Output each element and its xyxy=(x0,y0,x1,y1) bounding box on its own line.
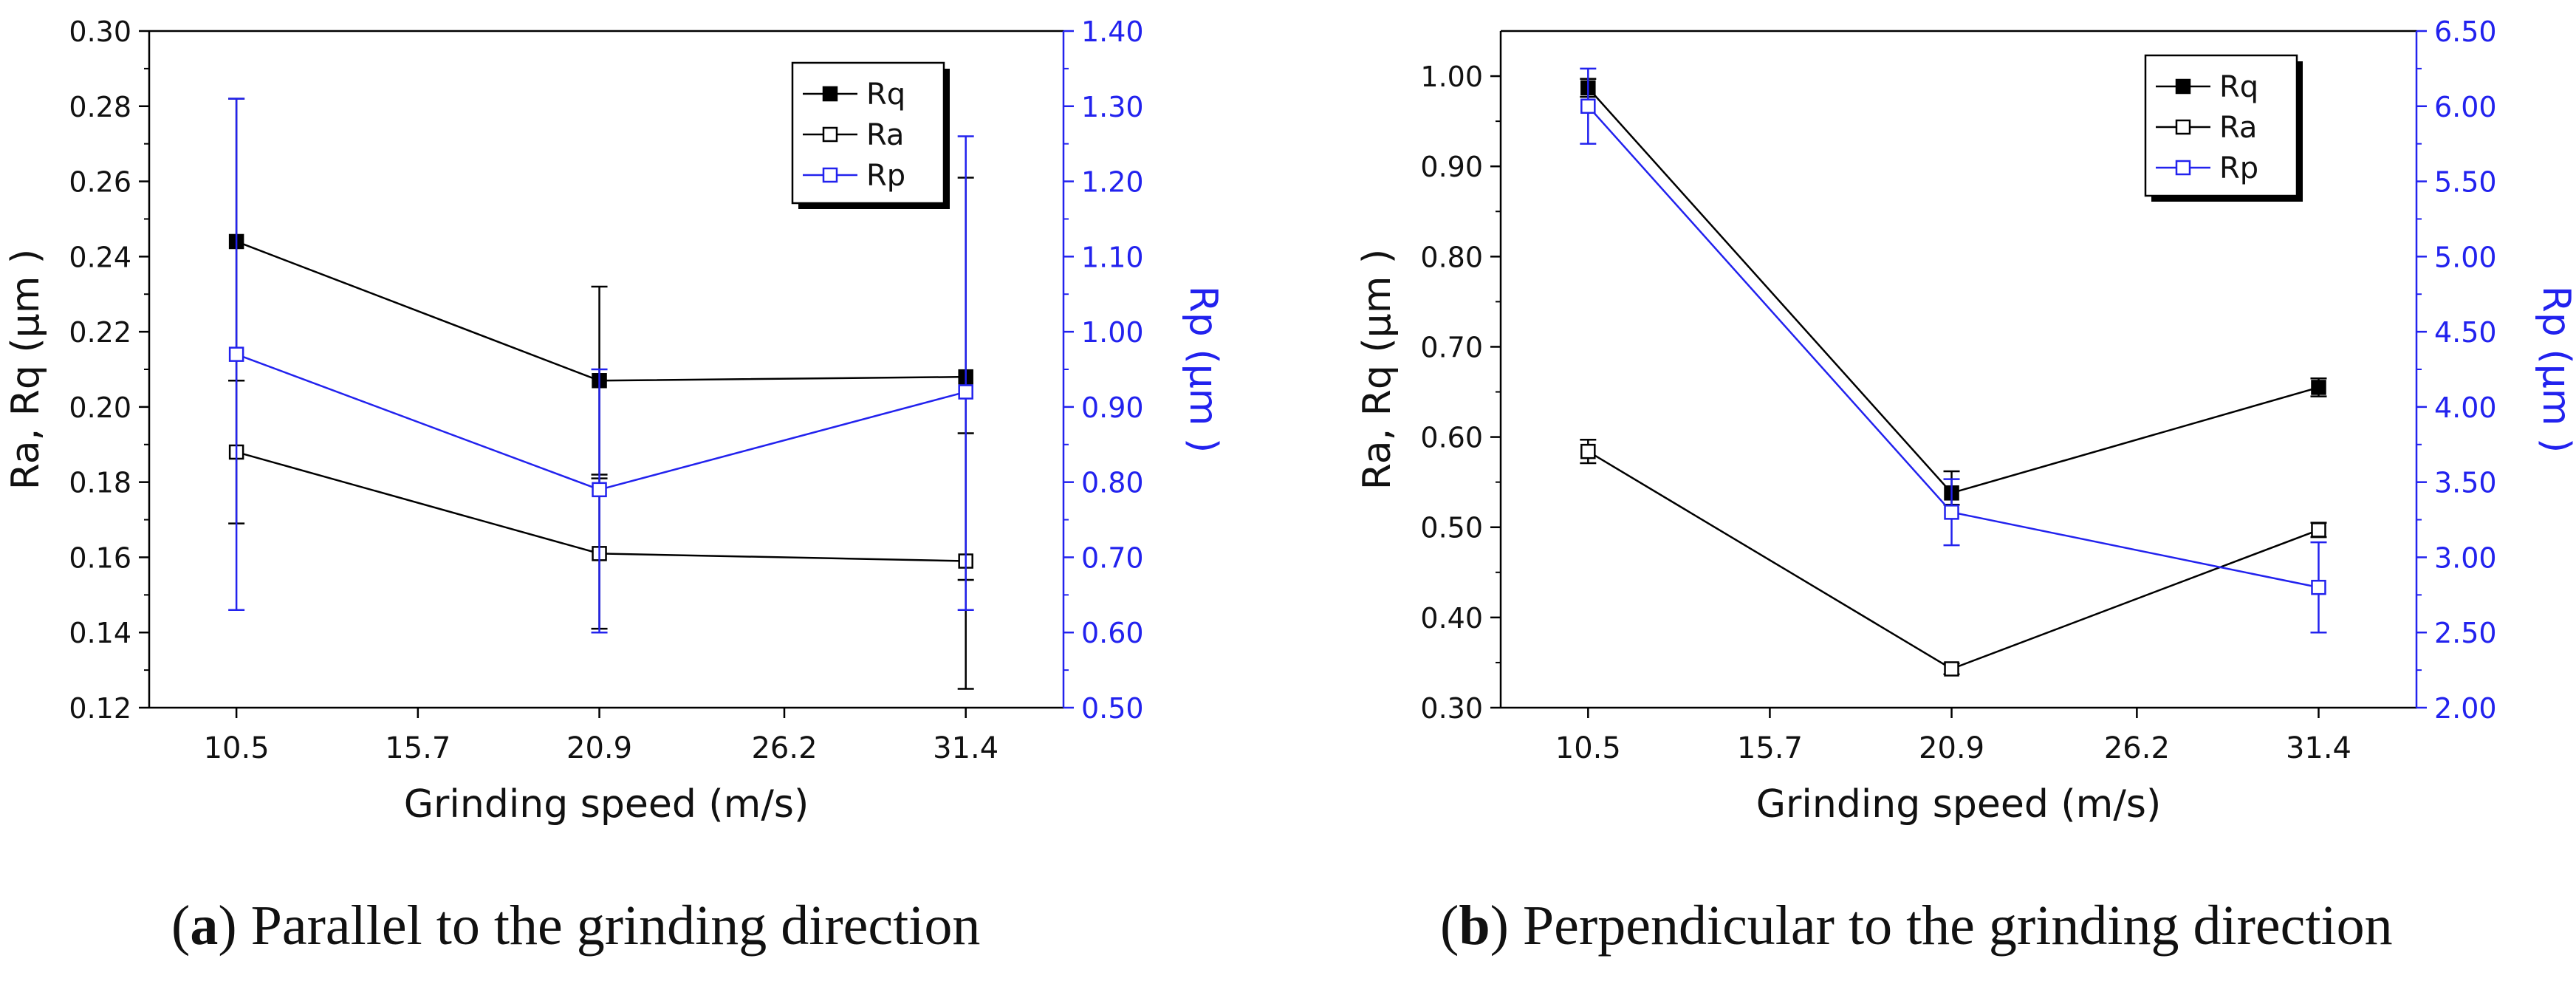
data-point-rp xyxy=(2311,579,2326,595)
x-tick-label: 15.7 xyxy=(385,731,451,765)
chart-panel-a: 10.5 15.7 20.9 26.2 31.4 0.12 0.14 0.16 0.18 0.20… xyxy=(4,16,1225,827)
series-ra xyxy=(228,380,974,690)
legend-label-rq: Rq xyxy=(2219,70,2258,104)
data-point-rp xyxy=(228,346,244,362)
y2-tick-label: 0.60 xyxy=(1081,617,1144,649)
y-tick-label: 0.12 xyxy=(69,692,131,725)
y-tick-label: 1.00 xyxy=(1420,61,1483,93)
data-point-ra xyxy=(1944,661,1959,677)
data-point-rp xyxy=(1580,98,1596,114)
series-line-ra xyxy=(1587,451,2319,670)
y2-tick-label: 1.10 xyxy=(1081,241,1144,273)
data-point-rp xyxy=(1944,505,1959,520)
y2-tick-label: 2.00 xyxy=(2434,692,2497,725)
x-axis-label: Grinding speed (m/s) xyxy=(1756,782,2162,827)
legend-label-ra: Ra xyxy=(2219,111,2257,145)
chart-panel-b: 10.5 15.7 20.9 26.2 31.4 0.30 0.40 0.50 0.60 0.70… xyxy=(1355,16,2576,827)
legend-marker xyxy=(2175,160,2191,176)
x-tick-label: 10.5 xyxy=(1555,731,1621,765)
y2-tick-label: 5.50 xyxy=(2434,166,2497,199)
y2-axis-label: Rp (µm ) xyxy=(1181,286,1225,454)
series-ra xyxy=(1580,439,2327,677)
y2-tick-label: 6.50 xyxy=(2434,16,2497,48)
series-line-ra xyxy=(236,451,966,562)
y2-tick-label: 1.30 xyxy=(1081,91,1144,123)
y-tick-label: 0.22 xyxy=(69,316,131,349)
x-tick-label: 31.4 xyxy=(2286,731,2351,765)
y-tick-label: 0.50 xyxy=(1420,512,1483,544)
legend-marker xyxy=(822,126,838,143)
y-tick-label: 0.60 xyxy=(1420,422,1483,454)
x-tick-label: 20.9 xyxy=(1919,731,1984,765)
y-tick-label: 0.30 xyxy=(69,16,131,48)
legend-marker xyxy=(2175,119,2191,135)
legend-marker xyxy=(822,86,838,102)
legend: Rq Ra Rp xyxy=(2144,54,2303,202)
y2-tick-label: 6.00 xyxy=(2434,91,2497,123)
y2-axis-label: Rp (µm ) xyxy=(2534,286,2576,454)
x-tick-label: 31.4 xyxy=(933,731,998,765)
caption-text: Parallel to the grinding direction xyxy=(250,895,981,957)
data-point-rq xyxy=(2311,380,2326,395)
caption-letter: b xyxy=(1459,895,1490,957)
y-tick-label: 0.14 xyxy=(69,617,131,649)
y2-tick-label: 0.90 xyxy=(1081,392,1144,424)
y-tick-label: 0.24 xyxy=(69,241,131,273)
y2-tick-label: 3.50 xyxy=(2434,467,2497,499)
y2-tick-label: 1.00 xyxy=(1081,316,1144,349)
x-tick-label: 20.9 xyxy=(566,731,632,765)
y-tick-label: 0.28 xyxy=(69,91,131,123)
data-point-rp xyxy=(958,384,973,400)
y-tick-label: 0.16 xyxy=(69,541,131,574)
legend-box xyxy=(791,61,945,205)
x-tick-label: 10.5 xyxy=(204,731,270,765)
y-axis-label: Ra, Rq (µm ) xyxy=(1355,249,1400,490)
legend-label-rp: Rp xyxy=(866,159,905,193)
y2-tick-label: 0.70 xyxy=(1081,541,1144,574)
y-tick-label: 0.26 xyxy=(69,166,131,199)
x-axis-label: Grinding speed (m/s) xyxy=(404,782,809,827)
y-tick-label: 0.70 xyxy=(1420,331,1483,363)
y-axis-label: Ra, Rq (µm ) xyxy=(4,249,48,490)
legend-marker xyxy=(2175,78,2191,95)
series-rp xyxy=(228,98,974,634)
legend-marker xyxy=(822,167,838,183)
y-tick-label: 0.30 xyxy=(1420,692,1483,725)
y-tick-label: 0.90 xyxy=(1420,151,1483,183)
y2-tick-label: 2.50 xyxy=(2434,617,2497,649)
y2-tick-label: 5.00 xyxy=(2434,241,2497,273)
legend-label-ra: Ra xyxy=(866,118,904,152)
y-tick-label: 0.40 xyxy=(1420,602,1483,635)
y2-tick-label: 0.50 xyxy=(1081,692,1144,725)
y2-tick-label: 3.00 xyxy=(2434,541,2497,574)
y2-tick-label: 1.40 xyxy=(1081,16,1144,48)
legend-label-rp: Rp xyxy=(2219,151,2258,185)
data-point-rp xyxy=(592,482,607,498)
data-point-ra xyxy=(2311,522,2326,538)
y-tick-label: 0.20 xyxy=(69,392,131,424)
caption-panel-b: (b) Perpendicular to the grinding direct… xyxy=(1440,895,2393,957)
legend-label-rq: Rq xyxy=(866,78,905,112)
y-tick-label: 0.80 xyxy=(1420,241,1483,273)
legend: Rq Ra Rp xyxy=(791,61,950,209)
y2-tick-label: 4.00 xyxy=(2434,392,2497,424)
y2-tick-label: 0.80 xyxy=(1081,467,1144,499)
x-tick-label: 26.2 xyxy=(2104,731,2170,765)
caption-letter: a xyxy=(190,895,219,957)
caption-text: Perpendicular to the grinding direction xyxy=(1522,895,2393,957)
data-point-ra xyxy=(1580,443,1596,459)
legend-box xyxy=(2144,54,2298,197)
y2-tick-label: 1.20 xyxy=(1081,166,1144,199)
caption-panel-a: (a) Parallel to the grinding direction xyxy=(171,895,981,957)
x-tick-label: 26.2 xyxy=(751,731,817,765)
y-tick-label: 0.18 xyxy=(69,467,131,499)
series-line-rq xyxy=(236,240,966,382)
y2-tick-label: 4.50 xyxy=(2434,316,2497,349)
x-tick-label: 15.7 xyxy=(1737,731,1803,765)
series-rp xyxy=(1580,67,2327,634)
